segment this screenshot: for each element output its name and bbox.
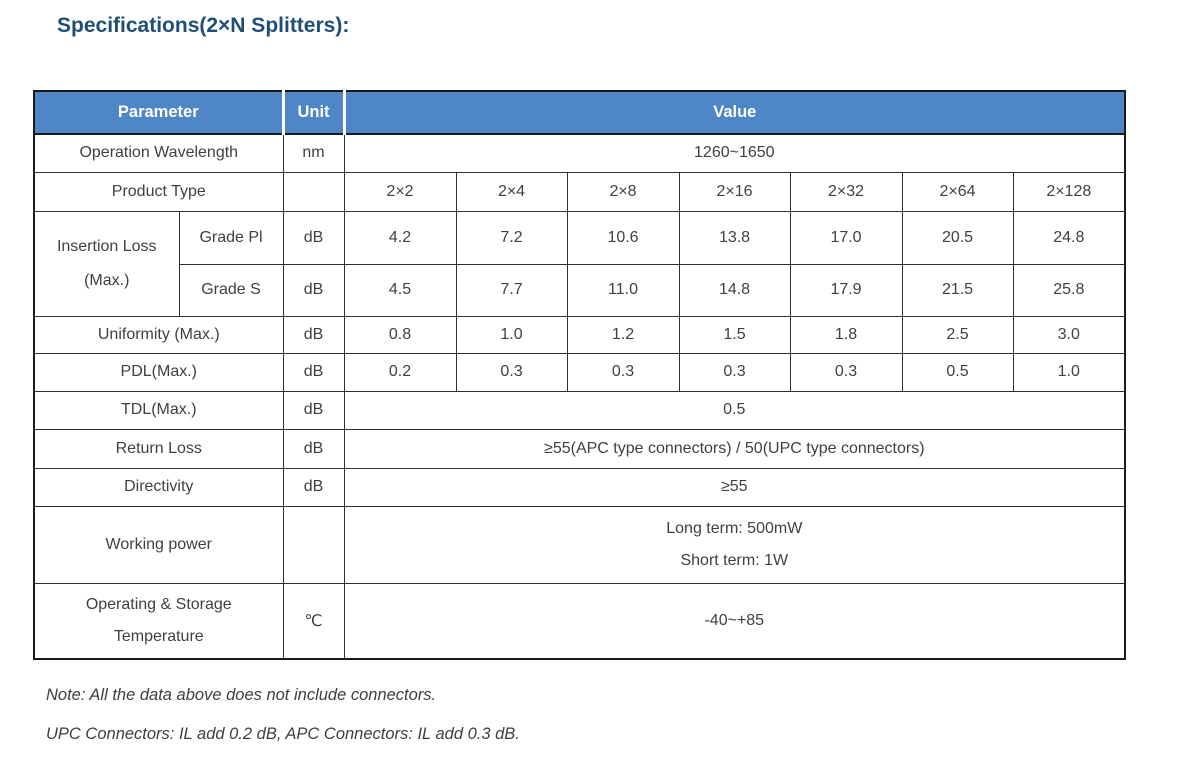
cell-grade-s-value: 21.5 bbox=[901, 263, 1014, 317]
cell-grade-p-value: 24.8 bbox=[1012, 210, 1126, 265]
row-operation-wavelength: Operation Wavelength nm 1260~1650 bbox=[33, 133, 1126, 173]
spec-table: Parameter Unit Value Operation Wavelengt… bbox=[32, 90, 1127, 660]
cell-product-type-value: 2×64 bbox=[901, 171, 1014, 212]
cell-directivity-value: ≥55 bbox=[343, 467, 1126, 507]
cell-uniformity-unit: dB bbox=[282, 315, 345, 354]
cell-uniformity-label: Uniformity (Max.) bbox=[33, 315, 284, 354]
cell-grade-s-value: 17.9 bbox=[789, 263, 903, 317]
row-product-type: Product Type 2×2 2×4 2×8 2×16 2×32 2×64 … bbox=[33, 171, 1126, 212]
row-pdl: PDL(Max.) dB 0.2 0.3 0.3 0.3 0.3 0.5 1.0 bbox=[33, 352, 1126, 392]
row-temperature: Operating & Storage Temperature ℃ -40~+8… bbox=[33, 582, 1126, 660]
cell-working-power-value: Long term: 500mW Short term: 1W bbox=[343, 505, 1126, 584]
cell-product-type-value: 2×8 bbox=[566, 171, 680, 212]
header-parameter: Parameter bbox=[32, 90, 285, 135]
working-power-value-line2: Short term: 1W bbox=[680, 551, 789, 569]
cell-product-type-value: 2×2 bbox=[343, 171, 457, 212]
cell-pdl-value: 0.3 bbox=[566, 352, 680, 392]
cell-directivity-label: Directivity bbox=[33, 467, 284, 507]
cell-tdl-label: TDL(Max.) bbox=[33, 390, 284, 430]
cell-operation-wavelength-unit: nm bbox=[282, 133, 345, 173]
cell-operation-wavelength-value: 1260~1650 bbox=[343, 133, 1126, 173]
cell-grade-s-value: 7.7 bbox=[455, 263, 568, 317]
cell-pdl-value: 0.3 bbox=[678, 352, 791, 392]
cell-uniformity-value: 2.5 bbox=[901, 315, 1014, 354]
cell-operation-wavelength-label: Operation Wavelength bbox=[33, 133, 284, 173]
cell-grade-s-label: Grade S bbox=[178, 263, 284, 317]
insertion-loss-label-line1: Insertion Loss bbox=[56, 237, 157, 255]
cell-grade-s-value: 4.5 bbox=[343, 263, 457, 317]
cell-grade-s-unit: dB bbox=[282, 263, 345, 317]
cell-pdl-value: 1.0 bbox=[1012, 352, 1126, 392]
cell-uniformity-value: 0.8 bbox=[343, 315, 457, 354]
cell-return-loss-label: Return Loss bbox=[33, 428, 284, 469]
cell-grade-s-value: 25.8 bbox=[1012, 263, 1126, 317]
cell-working-power-label: Working power bbox=[33, 505, 284, 584]
row-insertion-loss-grade-s: Grade S dB 4.5 7.7 11.0 14.8 17.9 21.5 2… bbox=[34, 263, 1126, 317]
temperature-label-line1: Operating & Storage bbox=[85, 595, 232, 613]
note-line-2: UPC Connectors: IL add 0.2 dB, APC Conne… bbox=[46, 725, 520, 743]
cell-grade-p-value: 13.8 bbox=[678, 210, 791, 265]
cell-grade-s-value: 14.8 bbox=[678, 263, 791, 317]
cell-pdl-value: 0.5 bbox=[901, 352, 1014, 392]
cell-pdl-label: PDL(Max.) bbox=[33, 352, 284, 392]
cell-grade-p-value: 20.5 bbox=[901, 210, 1014, 265]
cell-grade-p-unit: dB bbox=[282, 210, 345, 265]
cell-temperature-value: -40~+85 bbox=[343, 582, 1126, 660]
cell-grade-s-value: 11.0 bbox=[566, 263, 680, 317]
header-unit: Unit bbox=[281, 90, 346, 135]
row-uniformity: Uniformity (Max.) dB 0.8 1.0 1.2 1.5 1.8… bbox=[33, 315, 1126, 354]
cell-directivity-unit: dB bbox=[282, 467, 345, 507]
row-insertion-loss-grade-p: Insertion Loss (Max.) Grade Pl dB 4.2 7.… bbox=[33, 210, 1126, 317]
row-tdl: TDL(Max.) dB 0.5 bbox=[33, 390, 1126, 430]
cell-uniformity-value: 1.0 bbox=[455, 315, 568, 354]
cell-temperature-unit: ℃ bbox=[282, 582, 345, 660]
cell-tdl-value: 0.5 bbox=[343, 390, 1126, 430]
cell-product-type-value: 2×32 bbox=[789, 171, 903, 212]
cell-product-type-unit bbox=[282, 171, 345, 212]
row-return-loss: Return Loss dB ≥55(APC type connectors) … bbox=[33, 428, 1126, 469]
page-title: Specifications(2×N Splitters): bbox=[57, 14, 350, 37]
insertion-loss-label-line2: (Max.) bbox=[84, 271, 130, 289]
cell-grade-p-value: 17.0 bbox=[789, 210, 903, 265]
cell-temperature-label: Operating & Storage Temperature bbox=[33, 582, 284, 660]
cell-pdl-unit: dB bbox=[282, 352, 345, 392]
temperature-label-line2: Temperature bbox=[113, 627, 204, 645]
cell-return-loss-unit: dB bbox=[282, 428, 345, 469]
cell-product-type-value: 2×4 bbox=[455, 171, 568, 212]
cell-insertion-loss-label: Insertion Loss (Max.) bbox=[33, 210, 180, 317]
cell-grade-p-value: 4.2 bbox=[343, 210, 457, 265]
cell-product-type-label: Product Type bbox=[33, 171, 284, 212]
cell-uniformity-value: 3.0 bbox=[1012, 315, 1126, 354]
header-value: Value bbox=[342, 90, 1127, 135]
table-header-row: Parameter Unit Value bbox=[32, 90, 1127, 135]
cell-product-type-value: 2×16 bbox=[678, 171, 791, 212]
cell-tdl-unit: dB bbox=[282, 390, 345, 430]
cell-pdl-value: 0.2 bbox=[343, 352, 457, 392]
cell-grade-p-label: Grade Pl bbox=[178, 210, 284, 265]
cell-pdl-value: 0.3 bbox=[789, 352, 903, 392]
cell-uniformity-value: 1.2 bbox=[566, 315, 680, 354]
cell-grade-p-value: 10.6 bbox=[566, 210, 680, 265]
cell-uniformity-value: 1.8 bbox=[789, 315, 903, 354]
cell-pdl-value: 0.3 bbox=[455, 352, 568, 392]
cell-grade-p-value: 7.2 bbox=[455, 210, 568, 265]
cell-uniformity-value: 1.5 bbox=[678, 315, 791, 354]
note-line-1: Note: All the data above does not includ… bbox=[46, 686, 437, 704]
cell-return-loss-value: ≥55(APC type connectors) / 50(UPC type c… bbox=[343, 428, 1126, 469]
cell-product-type-value: 2×128 bbox=[1012, 171, 1126, 212]
cell-working-power-unit bbox=[282, 505, 345, 584]
row-directivity: Directivity dB ≥55 bbox=[33, 467, 1126, 507]
working-power-value-line1: Long term: 500mW bbox=[666, 519, 803, 537]
row-working-power: Working power Long term: 500mW Short ter… bbox=[33, 505, 1126, 584]
